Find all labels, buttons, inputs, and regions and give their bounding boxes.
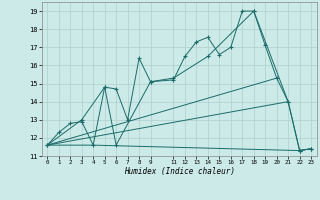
X-axis label: Humidex (Indice chaleur): Humidex (Indice chaleur) bbox=[124, 167, 235, 176]
